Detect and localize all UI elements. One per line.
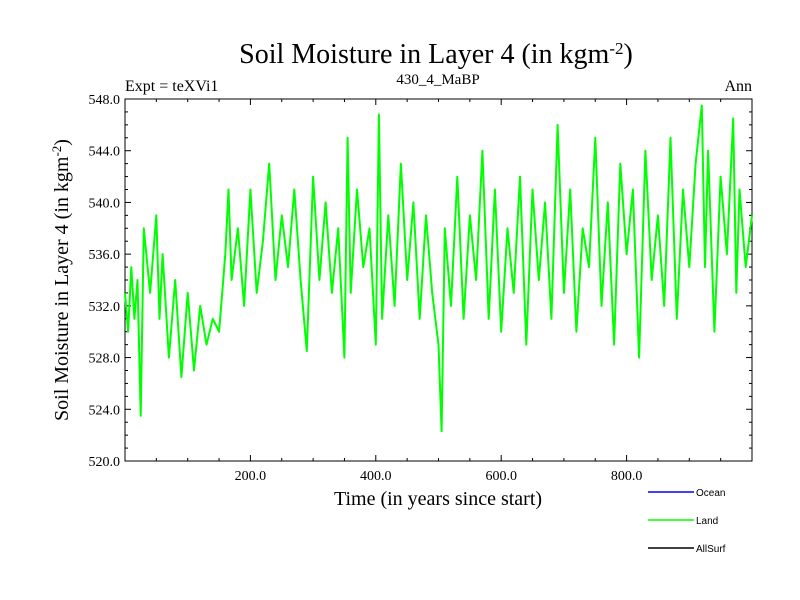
subtitle-center: 430_4_MaBP: [396, 72, 479, 88]
x-tick-label: 400.0: [360, 469, 392, 484]
y-tick-label: 536.0: [89, 248, 121, 263]
legend: Ocean Land AllSurf: [648, 488, 726, 555]
y-axis-label-end: ): [51, 139, 73, 146]
y-tick-label: 544.0: [89, 145, 121, 160]
legend-label-ocean: Ocean: [696, 488, 725, 499]
y-tick-label: 532.0: [89, 300, 121, 315]
experiment-label: Expt = teXVi1: [125, 78, 218, 95]
legend-label-allsurf: AllSurf: [696, 544, 726, 555]
y-axis-label-main: Soil Moisture in Layer 4 (in kgm: [51, 156, 73, 421]
chart-title-main: Soil Moisture in Layer 4 (in kgm: [239, 39, 609, 70]
season-label: Ann: [724, 78, 752, 95]
y-axis-label-superscript: -2: [49, 146, 64, 157]
x-tick-label: 800.0: [611, 469, 643, 484]
chart-title: Soil Moisture in Layer 4 (in kgm-2): [239, 39, 633, 71]
y-tick-label: 524.0: [89, 403, 121, 418]
chart-title-superscript: -2: [609, 39, 623, 58]
y-axis-label: Soil Moisture in Layer 4 (in kgm-2): [49, 139, 74, 421]
plot-area: [124, 98, 753, 462]
y-tick-label: 528.0: [89, 352, 121, 367]
x-tick-label: 600.0: [485, 469, 517, 484]
series-line-land: [124, 104, 753, 433]
y-tick-label: 548.0: [89, 93, 121, 108]
x-axis: 200.0 400.0 600.0 800.0: [155, 99, 722, 484]
y-tick-label: 540.0: [89, 196, 121, 211]
x-tick-label: 200.0: [235, 469, 267, 484]
x-axis-label: Time (in years since start): [334, 488, 542, 510]
legend-label-land: Land: [696, 516, 718, 527]
chart-title-end: ): [624, 39, 633, 70]
y-axis: 520.0 524.0 528.0 532.0 536.0 540.0 544.0 548.0: [89, 93, 752, 470]
y-tick-label: 520.0: [89, 455, 121, 470]
